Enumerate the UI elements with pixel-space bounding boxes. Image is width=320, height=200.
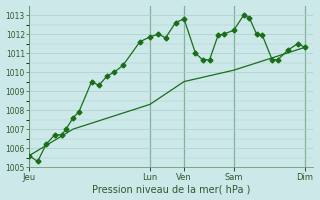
X-axis label: Pression niveau de la mer( hPa ): Pression niveau de la mer( hPa ) [92, 184, 251, 194]
